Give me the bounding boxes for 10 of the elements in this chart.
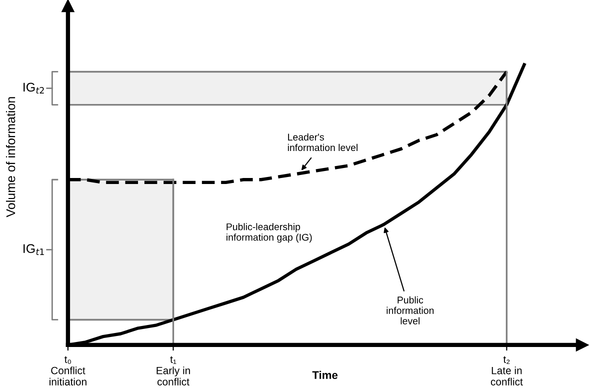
x-axis-title: Time <box>312 370 338 380</box>
x-tick-label: t₀ Conflict initiation <box>50 356 86 386</box>
band-label: IG$_{t1}$ <box>24 244 44 255</box>
annotation: Leader's information level <box>288 133 358 152</box>
y-axis-title: Volume of information <box>6 97 16 218</box>
x-tick-label: t₁ Early in conflict <box>156 356 190 386</box>
band-label: IG$_{t2}$ <box>24 82 44 94</box>
annotation: Public information level <box>386 296 434 324</box>
annotation: Public-leadership information gap (IG) <box>226 223 312 243</box>
x-tick-label: t₂ Late in conflict <box>490 356 523 386</box>
